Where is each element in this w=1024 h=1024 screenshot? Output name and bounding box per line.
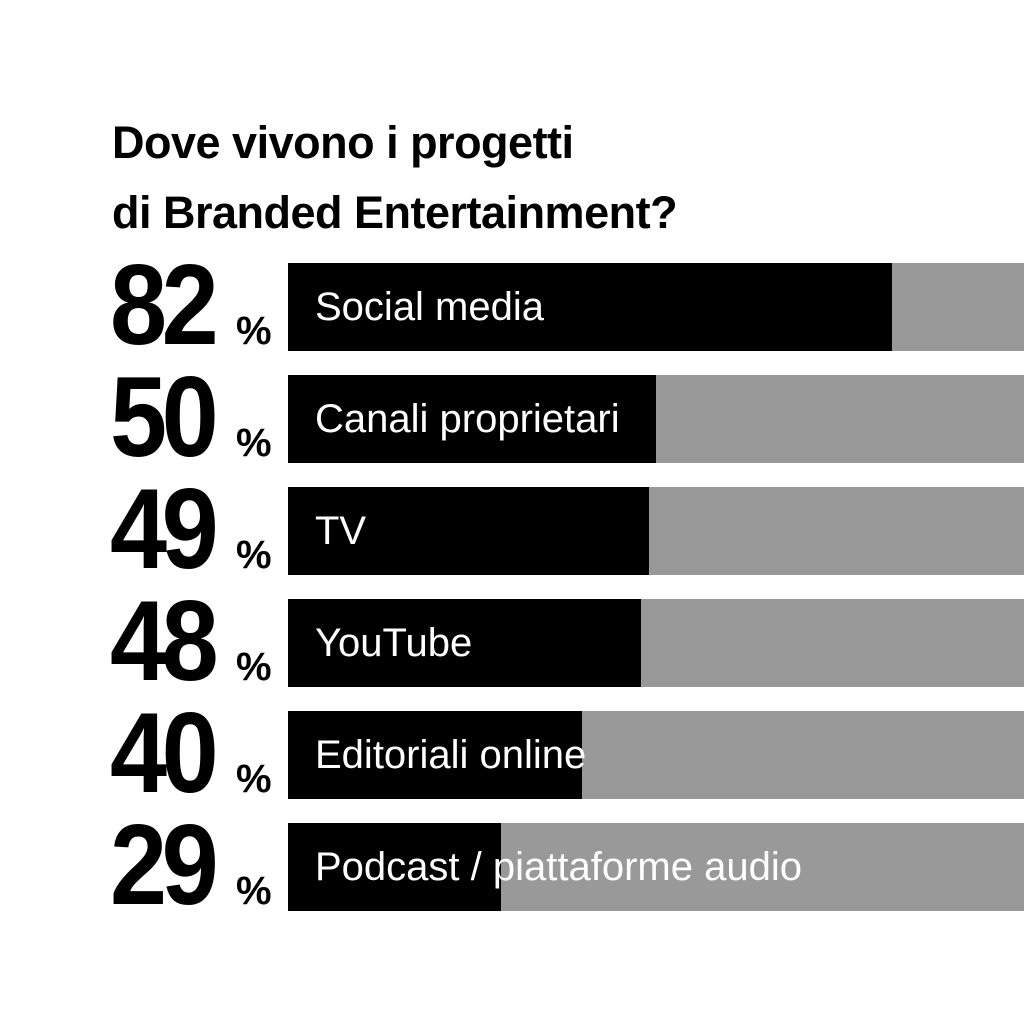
value-label: 40 <box>110 690 219 817</box>
bar-track: Canali proprietari <box>288 375 1024 463</box>
value-label: 29 <box>110 802 219 929</box>
bar-track: Podcast / piattaforme audio <box>288 823 1024 911</box>
percent-sign: % <box>236 757 272 801</box>
bar <box>288 711 583 799</box>
bar-row: 82 % Social media <box>0 249 1024 363</box>
bar-row: 49 % TV <box>0 473 1024 587</box>
bar-row: 48 % YouTube <box>0 585 1024 699</box>
category-label: Social media <box>315 285 545 329</box>
category-label: Editoriali online <box>315 733 587 777</box>
category-label: Canali proprietari <box>315 397 620 441</box>
bar-track: TV <box>288 487 1024 575</box>
bar <box>288 375 656 463</box>
percent-sign: % <box>236 645 272 689</box>
bar <box>288 487 649 575</box>
bar <box>288 263 892 351</box>
bar-row: 29 % Podcast / piattaforme audio <box>0 809 1024 923</box>
bar <box>288 599 642 687</box>
bar-track: YouTube <box>288 599 1024 687</box>
category-label: YouTube <box>315 621 473 665</box>
percent-sign: % <box>236 869 272 913</box>
chart-title: Dove vivono i progetti di Branded Entert… <box>112 108 678 248</box>
chart-title-line-2: di Branded Entertainment? <box>112 187 678 238</box>
chart-title-line-1: Dove vivono i progetti <box>112 117 574 168</box>
value-label: 48 <box>110 578 219 705</box>
percent-sign: % <box>236 421 272 465</box>
percent-sign: % <box>236 533 272 577</box>
value-label: 50 <box>110 354 219 481</box>
value-label: 49 <box>110 466 219 593</box>
bar-track: Editoriali online <box>288 711 1024 799</box>
percent-sign: % <box>236 309 272 353</box>
bar <box>288 823 502 911</box>
bar-row: 40 % Editoriali online <box>0 697 1024 811</box>
bar-track: Social media <box>288 263 1024 351</box>
category-label: Podcast / piattaforme audio <box>315 845 802 889</box>
value-label: 82 <box>110 242 219 369</box>
bar-row: 50 % Canali proprietari <box>0 361 1024 475</box>
category-label: TV <box>315 509 367 553</box>
